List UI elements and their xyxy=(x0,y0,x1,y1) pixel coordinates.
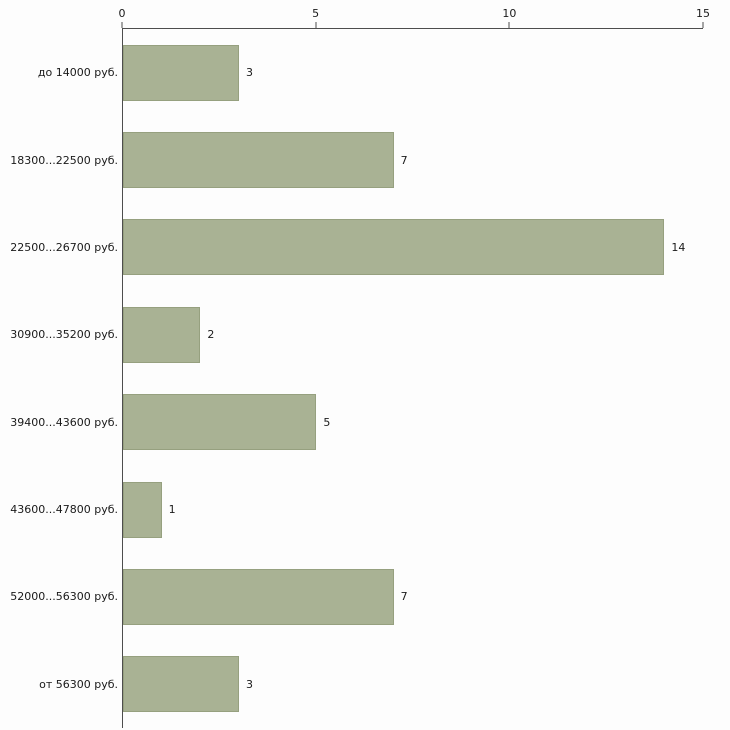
x-axis-tick-label: 15 xyxy=(696,7,710,20)
bar-row: 18300...22500 руб. 7 xyxy=(10,116,703,203)
bar-row: до 14000 руб. 3 xyxy=(38,29,703,116)
category-label: 39400...43600 руб. xyxy=(10,415,118,429)
category-label: до 14000 руб. xyxy=(37,66,118,80)
value-label: 2 xyxy=(207,328,215,342)
bar xyxy=(123,306,201,363)
bar-row: 30900...35200 руб. 2 xyxy=(10,291,703,378)
bar-track: 7 xyxy=(123,132,703,189)
bar-track: 3 xyxy=(123,44,703,101)
category-label: 18300...22500 руб. xyxy=(10,153,118,167)
bar-track: 3 xyxy=(123,656,703,713)
bar-track: 1 xyxy=(123,481,703,538)
x-axis-tick-label: 10 xyxy=(502,7,517,20)
bar-row: 22500...26700 руб. 14 xyxy=(10,204,703,291)
bar xyxy=(123,481,162,538)
bar-row: 43600...47800 руб. 1 xyxy=(10,466,703,553)
x-axis: 0 5 10 15 xyxy=(118,0,710,28)
category-label: 43600...47800 руб. xyxy=(10,503,118,517)
x-axis-tick-label: 5 xyxy=(312,7,320,20)
x-axis-tick-mark xyxy=(702,22,704,28)
value-label: 5 xyxy=(323,415,331,429)
value-label: 3 xyxy=(246,677,253,691)
value-label: 14 xyxy=(671,240,686,254)
x-axis-tick-mark xyxy=(508,22,510,28)
x-axis-tick-label: 0 xyxy=(118,7,126,20)
category-label: 52000...56300 руб. xyxy=(10,590,118,604)
x-axis-tick-mark xyxy=(315,22,317,28)
bar-track: 7 xyxy=(123,568,703,625)
value-label: 7 xyxy=(400,590,408,604)
bar xyxy=(123,568,394,625)
bar-track: 2 xyxy=(123,306,703,363)
bar-track: 5 xyxy=(123,394,703,451)
bar xyxy=(123,132,394,189)
bar-row: от 56300 руб. 3 xyxy=(39,641,703,728)
bar xyxy=(123,656,239,713)
bar xyxy=(123,44,239,101)
bar xyxy=(123,394,317,451)
bar-track: 14 xyxy=(123,219,703,276)
value-label: 7 xyxy=(400,153,408,167)
plot-area: до 14000 руб. 3 18300...22500 руб. 7 22500..… xyxy=(10,28,703,728)
category-label: 22500...26700 руб. xyxy=(10,240,118,254)
category-label: 30900...35200 руб. xyxy=(10,328,118,342)
x-axis-tick-mark xyxy=(121,22,123,28)
bar-row: 39400...43600 руб. 5 xyxy=(10,379,703,466)
category-label: от 56300 руб. xyxy=(39,677,118,691)
value-label: 1 xyxy=(168,503,176,517)
value-label: 3 xyxy=(246,66,253,80)
bar xyxy=(123,219,665,276)
bar-row: 52000...56300 руб. 7 xyxy=(10,553,703,640)
